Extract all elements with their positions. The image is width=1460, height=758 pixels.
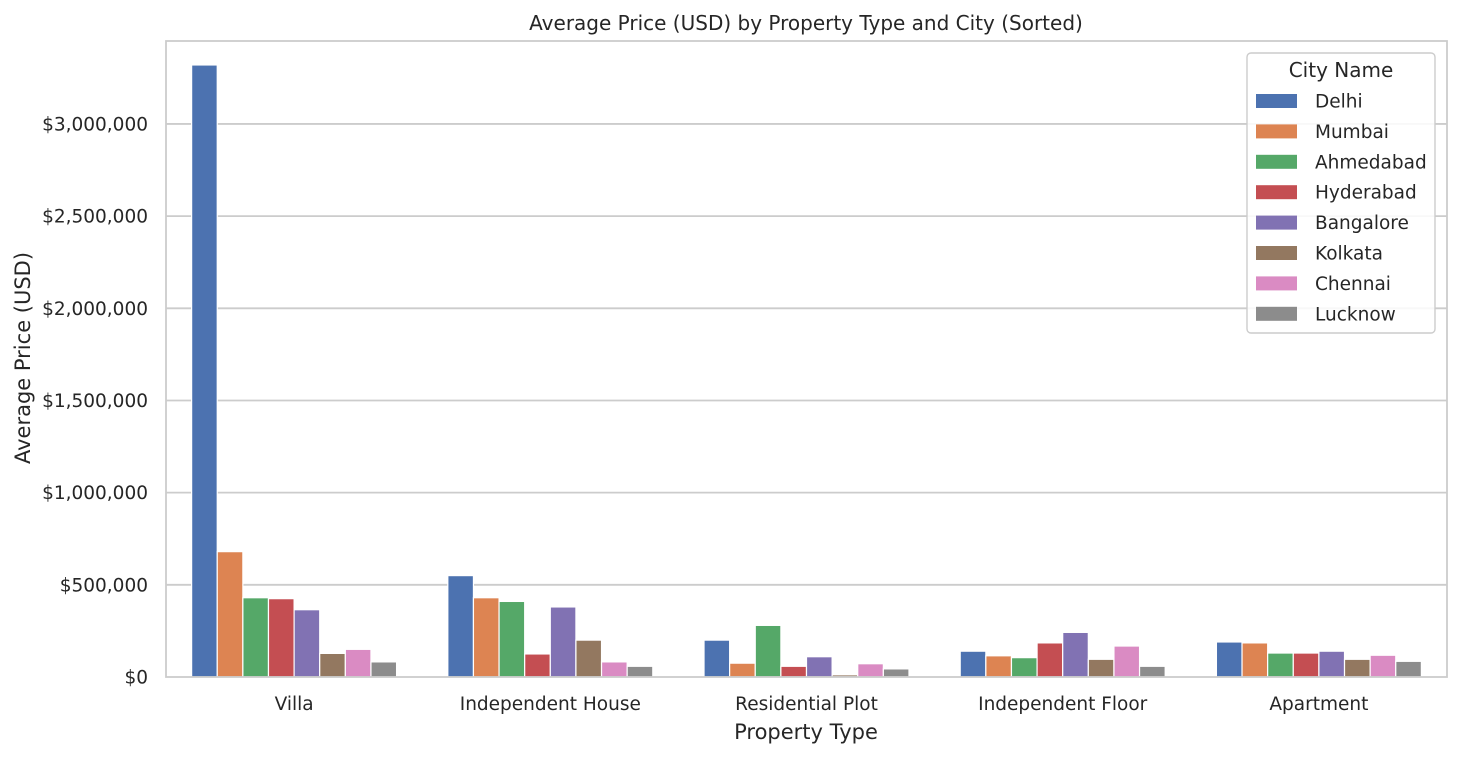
bar xyxy=(754,624,782,678)
bar xyxy=(370,661,398,678)
legend-swatch xyxy=(1256,215,1297,230)
bar xyxy=(600,661,628,678)
legend-swatch xyxy=(1256,246,1297,260)
x-axis-label: Property Type xyxy=(734,720,878,744)
legend-item-label: Lucknow xyxy=(1315,304,1396,325)
bar xyxy=(242,597,270,678)
bar xyxy=(1292,652,1320,678)
legend-item-label: Kolkata xyxy=(1315,244,1383,265)
legend-swatch xyxy=(1256,154,1297,169)
bar xyxy=(959,650,987,678)
bar xyxy=(319,652,346,678)
bars xyxy=(191,64,1422,678)
bar xyxy=(1318,650,1346,678)
legend-item-label: Ahmedabad xyxy=(1315,152,1427,173)
y-tick-label: $3,000,000 xyxy=(42,114,148,135)
legend-swatch xyxy=(1256,94,1297,108)
bar xyxy=(293,609,321,678)
bar xyxy=(1062,631,1089,678)
bar xyxy=(191,64,218,678)
x-tick-label: Independent Floor xyxy=(978,694,1148,715)
legend-item-label: Mumbai xyxy=(1315,122,1389,143)
bar xyxy=(780,665,808,678)
legend-item-label: Chennai xyxy=(1315,274,1391,295)
legend-item-label: Bangalore xyxy=(1315,213,1409,234)
bar xyxy=(857,663,884,678)
x-tick-label: Residential Plot xyxy=(735,694,878,715)
bar xyxy=(1267,652,1294,678)
bar xyxy=(729,662,756,678)
bar xyxy=(498,600,526,678)
bar xyxy=(267,598,295,678)
y-tick-label: $1,500,000 xyxy=(42,391,148,412)
legend-swatch xyxy=(1256,124,1297,139)
legend: City Name Delhi Mumbai Ahmedabad Hyderabad Ba… xyxy=(1246,52,1436,334)
y-tick-label: $2,000,000 xyxy=(42,299,148,320)
x-tick-label: Villa xyxy=(275,694,314,715)
x-tick-label: Apartment xyxy=(1269,694,1368,715)
bar xyxy=(1215,641,1243,678)
bar xyxy=(805,656,833,678)
bar xyxy=(1036,642,1064,678)
legend-item-label: Hyderabad xyxy=(1315,183,1417,204)
bar xyxy=(1010,657,1038,678)
legend-swatch xyxy=(1256,306,1297,321)
bar xyxy=(216,551,244,678)
bar xyxy=(1113,645,1141,678)
bar xyxy=(447,575,475,678)
bar xyxy=(549,606,577,678)
bar xyxy=(626,665,654,678)
y-axis-label: Average Price (USD) xyxy=(11,252,35,464)
bar xyxy=(882,668,910,678)
legend-item-label: Delhi xyxy=(1315,92,1363,113)
chart-title: Average Price (USD) by Property Type and… xyxy=(529,11,1083,35)
bar xyxy=(1087,658,1115,678)
bar xyxy=(344,648,372,678)
bar xyxy=(1343,658,1371,678)
bar xyxy=(472,597,500,678)
y-tick-label: $0 xyxy=(124,668,148,689)
plot-frame xyxy=(165,40,1448,678)
x-tick-label: Independent House xyxy=(460,694,641,715)
legend-swatch xyxy=(1256,276,1297,291)
bar xyxy=(524,653,551,678)
y-tick-label: $2,500,000 xyxy=(42,207,148,228)
bar xyxy=(1369,654,1397,678)
bar xyxy=(985,655,1013,678)
y-axis-ticks: $0 $500,000 $1,000,000 $1,500,000 $2,000,000… xyxy=(42,114,148,688)
bar xyxy=(575,639,603,678)
legend-box xyxy=(1246,52,1436,334)
y-tick-label: $500,000 xyxy=(60,575,148,596)
y-tick-label: $1,000,000 xyxy=(42,483,148,504)
legend-title: City Name xyxy=(1289,58,1394,82)
legend-swatch xyxy=(1256,185,1297,200)
bar xyxy=(1395,660,1422,678)
bar xyxy=(703,639,731,678)
bar xyxy=(1241,642,1269,678)
x-axis-ticks: Villa Independent House Residential Plot In… xyxy=(275,694,1369,715)
gridlines xyxy=(166,123,1447,586)
bar xyxy=(1138,665,1166,678)
